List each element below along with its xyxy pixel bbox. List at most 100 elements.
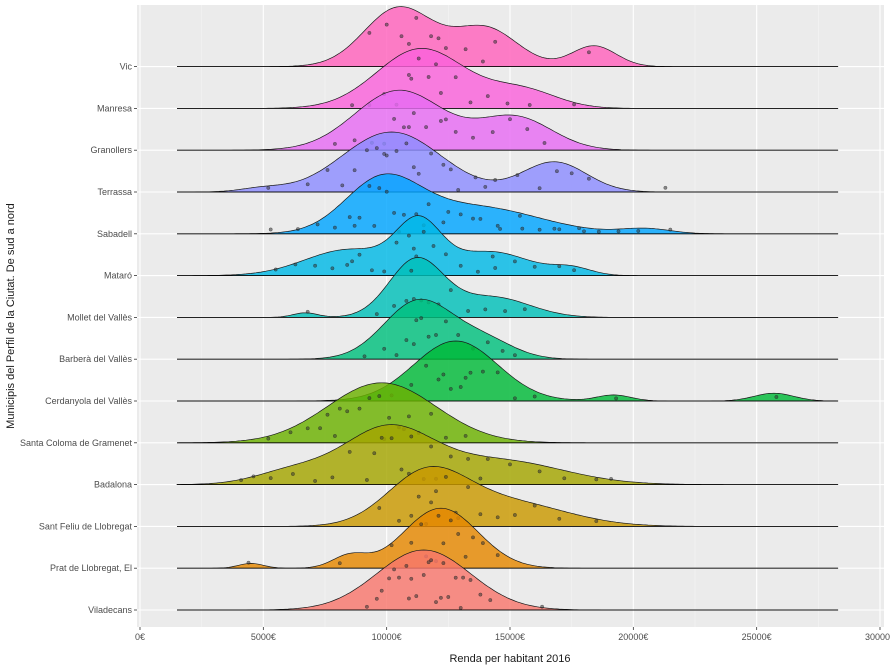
ridge-point	[406, 233, 411, 238]
y-tick-label: Mataró	[104, 271, 132, 281]
ridge-point	[485, 94, 490, 99]
ridge-point	[374, 312, 379, 316]
ridge-point	[419, 522, 424, 527]
ridge-point	[340, 183, 345, 188]
ridge	[177, 298, 839, 360]
ridge-point	[416, 56, 421, 61]
ridge-point	[424, 125, 428, 130]
ridge-point	[520, 226, 525, 231]
ridge-point	[382, 269, 387, 274]
ridge-point	[562, 476, 567, 481]
ridge	[177, 173, 839, 235]
ridge-point	[468, 578, 473, 582]
ridge-point	[421, 229, 426, 234]
y-tick-label: Vic	[120, 62, 133, 72]
ridge	[177, 131, 839, 193]
ridge-point	[397, 518, 401, 523]
ridge-point	[532, 394, 537, 399]
ridge-point	[463, 47, 468, 52]
ridge-point	[367, 396, 372, 400]
ridge-point	[480, 59, 485, 64]
ridge-point	[399, 467, 404, 472]
ridge	[177, 466, 839, 527]
ridge-point	[268, 476, 273, 480]
ridge-point	[446, 209, 451, 214]
ridge-point	[594, 477, 599, 482]
ridge-point	[332, 225, 337, 230]
ridge-point	[490, 130, 495, 135]
ridge-point	[458, 606, 463, 610]
ridge-point	[364, 478, 369, 482]
ridge-point	[557, 227, 562, 232]
ridge-point	[387, 415, 391, 420]
ridge-point	[411, 246, 416, 251]
ridge-point	[295, 227, 300, 232]
ridge-point	[377, 186, 382, 191]
ridge-point	[438, 595, 443, 600]
ridge-point	[325, 412, 330, 417]
ridge-point	[478, 592, 483, 597]
ridge-point	[557, 516, 562, 521]
ridge-point	[468, 370, 473, 375]
ridge-point	[379, 588, 384, 593]
x-tick-label: 15000€	[495, 632, 525, 642]
ridge-point	[527, 103, 532, 107]
ridge-point	[582, 229, 586, 234]
ridge-point	[609, 476, 613, 481]
ridge-point	[389, 436, 394, 441]
ridge-point	[251, 474, 256, 479]
ridge-point	[416, 494, 421, 499]
ridge-point	[456, 532, 461, 536]
ridge-point	[377, 394, 382, 398]
ridge-point	[495, 553, 500, 557]
ridge-point	[315, 222, 320, 227]
x-tick-label: 30000€	[865, 632, 890, 642]
ridge-point	[429, 558, 433, 563]
ridge-point	[406, 125, 411, 130]
ridge-point	[461, 575, 465, 580]
ridge-point	[443, 252, 448, 257]
ridge-point	[394, 240, 399, 245]
ridge-point	[409, 382, 414, 387]
ridge-point	[458, 385, 463, 389]
ridge-point	[438, 91, 443, 95]
y-tick-label: Prat de Llobregat, El	[50, 563, 132, 573]
ridge-point	[392, 117, 396, 121]
ridge-point	[525, 127, 530, 132]
ridge-point	[490, 254, 495, 259]
ridge-point	[441, 372, 446, 377]
ridge-point	[397, 575, 401, 580]
ridge-point	[313, 263, 317, 268]
ridge-point	[389, 543, 394, 548]
ridge-point	[552, 226, 557, 231]
ridge	[177, 89, 839, 151]
ridge-point	[434, 489, 438, 494]
ridge	[177, 6, 839, 67]
ridge-point	[443, 46, 448, 50]
ridges	[176, 6, 839, 611]
ridge-point	[480, 541, 485, 545]
ridge-point	[774, 395, 779, 399]
ridge-point	[429, 500, 433, 505]
ridge-point	[350, 259, 354, 264]
ridge-point	[577, 226, 581, 231]
ridge-point	[411, 342, 416, 346]
ridge-point	[485, 340, 490, 345]
ridge-point	[350, 103, 354, 108]
ridge-point	[426, 75, 431, 79]
ridge-point	[330, 475, 335, 480]
ridge-point	[416, 171, 421, 176]
ridge-point	[305, 309, 310, 314]
ridge-point	[369, 268, 374, 273]
x-tick-label: 0€	[135, 632, 145, 642]
ridge-point	[503, 309, 507, 313]
ridge-point	[392, 210, 396, 215]
ridge-point	[330, 266, 335, 271]
ridge-point	[463, 554, 468, 559]
ridge-point	[372, 451, 377, 456]
ridge-point	[406, 596, 411, 601]
ridge-point	[466, 309, 470, 313]
ridge-point	[409, 268, 414, 273]
ridge-point	[246, 560, 251, 565]
ridge-point	[569, 171, 574, 176]
